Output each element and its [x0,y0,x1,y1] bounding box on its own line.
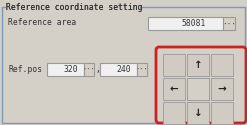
Bar [211,102,233,124]
Text: ←: ← [170,84,178,94]
Text: Reference area: Reference area [8,18,76,27]
Bar [187,102,209,124]
Text: 240: 240 [116,65,131,74]
Bar [6,6,140,10]
Text: →: → [218,84,226,94]
Text: Reference coordinate setting: Reference coordinate setting [6,3,143,12]
Text: 58081: 58081 [182,19,206,28]
FancyBboxPatch shape [156,47,246,123]
Bar [223,17,235,30]
Bar [211,54,233,76]
Text: 320: 320 [63,65,78,74]
Bar [187,78,209,100]
Text: ···: ··· [136,67,148,73]
Bar [84,63,94,76]
Bar [163,102,185,124]
Bar [187,78,209,100]
Bar [163,78,185,100]
Text: ,: , [95,65,100,74]
Bar [47,63,84,76]
Text: Reference coordinate setting: Reference coordinate setting [6,3,143,12]
Text: ↑: ↑ [194,60,202,70]
Bar [163,54,185,76]
Bar [187,54,209,76]
Bar [148,17,223,30]
Text: ↓: ↓ [194,108,202,118]
Text: ···: ··· [83,67,95,73]
Bar [211,78,233,100]
Bar [137,63,147,76]
Text: ···: ··· [222,21,236,30]
Text: Ref.pos: Ref.pos [8,65,42,74]
Bar [100,63,137,76]
